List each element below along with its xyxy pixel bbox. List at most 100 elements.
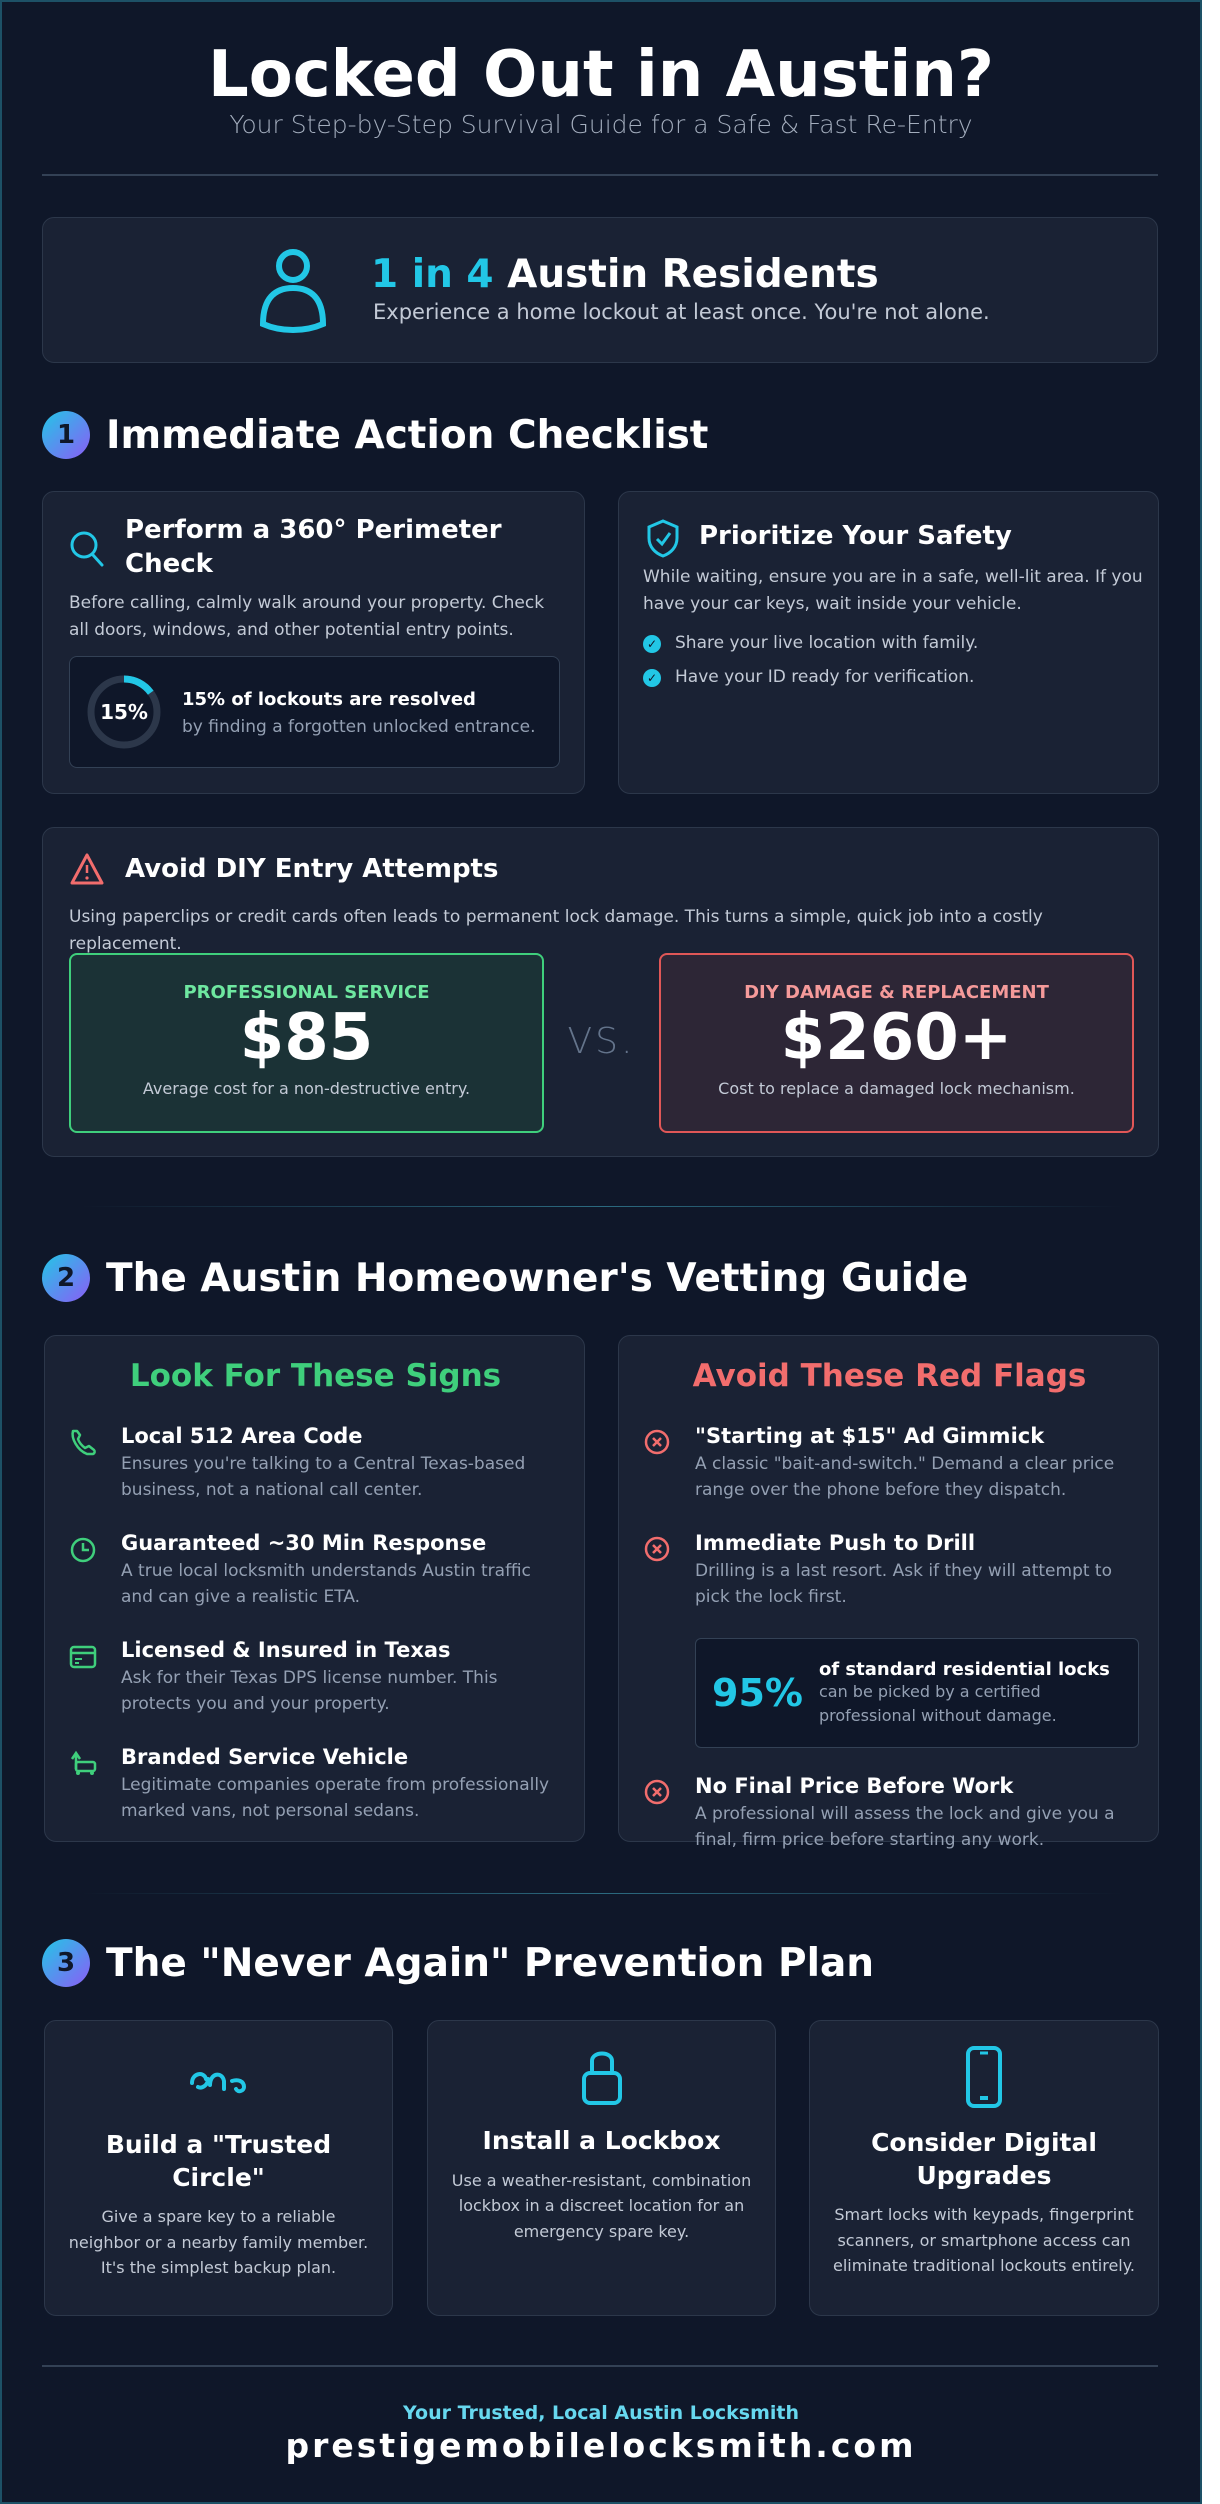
- check-icon: ✓: [643, 669, 661, 687]
- list-item: Immediate Push to Drill Drilling is a las…: [643, 1531, 1143, 1610]
- stat-text: can be picked by a certified professiona…: [818, 1681, 1057, 1725]
- perimeter-card: Perform a 360° Perimeter Check Before ca…: [42, 491, 585, 794]
- cost-note: Average cost for a non-destructive entry…: [142, 1079, 471, 1099]
- safety-card: Prioritize Your Safety While waiting, en…: [618, 491, 1159, 794]
- warning-icon: [70, 853, 104, 885]
- card-title: Look For These Signs: [129, 1358, 502, 1394]
- card-title: Avoid DIY Entry Attempts: [125, 854, 499, 884]
- section-title: Immediate Action Checklist: [106, 412, 709, 458]
- list-item: Local 512 Area Code Ensures you're talkin…: [69, 1424, 559, 1503]
- step-badge: 1: [42, 411, 90, 459]
- card-title: Avoid These Red Flags: [692, 1358, 1087, 1394]
- step-badge: 3: [42, 1939, 90, 1987]
- checklist-item: ✓ Share your live location with family.: [643, 628, 978, 660]
- license-card-icon: [69, 1645, 97, 1669]
- section-3-heading: 3 The "Never Again" Prevention Plan: [42, 1939, 874, 1987]
- x-circle-icon: [644, 1536, 670, 1562]
- ring-label: 15%: [100, 700, 148, 724]
- item-text: Legitimate companies operate from profes…: [121, 1775, 550, 1821]
- people-circle-icon: [189, 2072, 246, 2094]
- pick-stat-box: 95% of standard residential locks can be …: [695, 1638, 1139, 1748]
- card-text: Use a weather-resistant, combination loc…: [451, 2170, 752, 2241]
- shield-check-icon: [647, 519, 679, 558]
- section-title: The Austin Homeowner's Vetting Guide: [106, 1255, 969, 1301]
- page-title: Locked Out in Austin?: [207, 38, 995, 112]
- item-title: "Starting at $15" Ad Gimmick: [695, 1424, 1045, 1448]
- x-circle-icon: [644, 1429, 670, 1455]
- cost-label: PROFESSIONAL SERVICE: [183, 982, 430, 1003]
- item-title: Local 512 Area Code: [121, 1424, 363, 1448]
- stat-banner: 1 in 4 Austin Residents Experience a hom…: [42, 217, 1158, 363]
- item-title: Licensed & Insured in Texas: [121, 1638, 451, 1662]
- item-title: Immediate Push to Drill: [695, 1531, 976, 1555]
- stat-title: 15% of lockouts are resolved: [182, 689, 476, 710]
- card-text: Using paperclips or credit cards often l…: [69, 907, 1043, 955]
- checklist-item: ✓ Have your ID ready for verification.: [643, 662, 978, 694]
- cost-note: Cost to replace a damaged lock mechanism…: [718, 1079, 1075, 1099]
- divider: [42, 174, 1158, 176]
- footer-tagline: Your Trusted, Local Austin Locksmith: [403, 2402, 799, 2424]
- cost-value: $260+: [780, 1001, 1013, 1075]
- card-text: Give a spare key to a reliable neighbor …: [68, 2207, 369, 2278]
- clock-icon: [70, 1537, 96, 1563]
- stat-text: Experience a home lockout at least once.…: [373, 300, 990, 324]
- cost-label: DIY DAMAGE & REPLACEMENT: [744, 982, 1049, 1003]
- progress-ring: [87, 675, 161, 749]
- user-icon: [259, 249, 327, 333]
- card-title: Build a "Trusted Circle": [105, 2130, 332, 2192]
- checklist-text: Share your live location with family.: [675, 633, 979, 654]
- red-flags-list: "Starting at $15" Ad Gimmick A classic "b…: [643, 1424, 1143, 1881]
- list-item: "Starting at $15" Ad Gimmick A classic "b…: [643, 1424, 1143, 1503]
- card-text: Before calling, calmly walk around your …: [69, 593, 545, 641]
- stat-title: 1 in 4 Austin Residents: [371, 252, 879, 297]
- stat-value: 95%: [712, 1671, 803, 1715]
- item-text: Ask for their Texas DPS license number. …: [121, 1668, 498, 1714]
- item-title: No Final Price Before Work: [695, 1774, 1014, 1798]
- section-divider: [82, 1893, 1122, 1894]
- stat-title: of standard residential locks: [818, 1658, 1110, 1680]
- footer-divider: [42, 2365, 1158, 2367]
- list-item: Guaranteed ~30 Min Response A true local …: [69, 1531, 559, 1610]
- smartphone-icon: [966, 2046, 1002, 2108]
- stat-highlight: 1 in 4: [371, 252, 494, 297]
- item-title: Branded Service Vehicle: [121, 1745, 409, 1769]
- prevention-card: Install a Lockbox Use a weather-resistan…: [427, 2020, 776, 2316]
- item-text: A true local locksmith understands Austi…: [121, 1561, 531, 1607]
- good-signs-card: Look For These Signs Local 512 Area Code…: [44, 1335, 585, 1842]
- safety-checklist: ✓ Share your live location with family. ✓…: [643, 628, 978, 694]
- van-icon: [70, 1750, 97, 1775]
- section-2-heading: 2 The Austin Homeowner's Vetting Guide: [42, 1254, 968, 1302]
- check-icon: ✓: [643, 635, 661, 653]
- checklist-text: Have your ID ready for verification.: [675, 667, 975, 688]
- lock-icon: [581, 2051, 622, 2105]
- progress-ring-fill: [87, 675, 161, 749]
- list-item: Licensed & Insured in Texas Ask for their…: [69, 1638, 559, 1717]
- cost-value: $85: [239, 1001, 374, 1075]
- item-text: Ensures you're talking to a Central Texa…: [121, 1454, 526, 1500]
- diy-card: Avoid DIY Entry Attempts Using paperclip…: [42, 827, 1159, 1157]
- good-signs-list: Local 512 Area Code Ensures you're talkin…: [69, 1424, 559, 1852]
- red-flags-card: Avoid These Red Flags "Starting at $15" …: [618, 1335, 1159, 1850]
- perimeter-stat-box: 15% 15% of lockouts are resolved by find…: [69, 656, 560, 768]
- diy-cost-box: DIY DAMAGE & REPLACEMENT $260+ Cost to r…: [659, 953, 1134, 1133]
- prevention-card: Consider Digital Upgrades Smart locks wi…: [809, 2020, 1159, 2316]
- item-text: A professional will assess the lock and …: [695, 1804, 1115, 1850]
- search-icon: [70, 531, 104, 567]
- list-item: Branded Service Vehicle Legitimate compan…: [69, 1745, 559, 1824]
- section-1-heading: 1 Immediate Action Checklist: [42, 411, 708, 459]
- professional-cost-box: PROFESSIONAL SERVICE $85 Average cost fo…: [69, 953, 544, 1133]
- list-item: No Final Price Before Work A professional…: [643, 1774, 1143, 1853]
- item-text: Drilling is a last resort. Ask if they w…: [695, 1561, 1112, 1607]
- stat-title-rest: Austin Residents: [493, 252, 879, 297]
- x-circle-icon: [644, 1779, 670, 1805]
- phone-icon: [71, 1429, 96, 1456]
- card-title: Prioritize Your Safety: [699, 521, 1012, 551]
- card-text: Smart locks with keypads, fingerprint sc…: [833, 2205, 1135, 2276]
- card-title: Install a Lockbox: [482, 2126, 721, 2155]
- section-title: The "Never Again" Prevention Plan: [106, 1940, 875, 1986]
- footer-website[interactable]: prestigemobilelocksmith.com: [285, 2426, 917, 2465]
- card-title: Consider Digital Upgrades: [871, 2128, 1097, 2190]
- card-text: While waiting, ensure you are in a safe,…: [643, 567, 1143, 615]
- card-title: Perform a 360° Perimeter Check: [125, 515, 502, 579]
